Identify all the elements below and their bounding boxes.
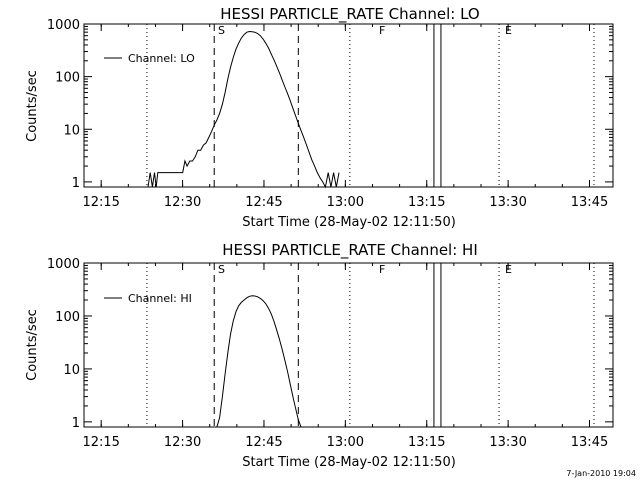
series-line: [216, 295, 302, 428]
x-tick-label: 12:45: [245, 195, 282, 210]
x-tick-label: 13:15: [408, 195, 445, 210]
x-tick-label: 13:30: [489, 435, 526, 450]
plot-frame: [83, 23, 614, 188]
x-axis: 12:15 12:30 12:45 13:00 13:15 13:30 13:45: [82, 24, 608, 210]
y-tick-label: 10: [63, 123, 80, 138]
panel-lo: HESSI PARTICLE_RATE Channel: LO 12:15 12:…: [25, 5, 614, 230]
y-tick-label: 1000: [47, 18, 80, 33]
x-tick-label: 13:15: [408, 435, 445, 450]
x-axis: 12:15 12:30 12:45 13:00 13:15 13:30 13:45: [82, 263, 608, 450]
x-tick-label: 13:00: [327, 435, 364, 450]
y-tick-label: 1000: [47, 257, 80, 272]
series-layer: [147, 30, 340, 189]
event-lines: [146, 24, 595, 187]
y-tick-label: 10: [63, 363, 80, 378]
y-tick-label: 100: [55, 310, 80, 325]
x-tick-label: 13:00: [327, 195, 364, 210]
x-tick-label: 12:45: [245, 435, 282, 450]
marker-s: S: [218, 263, 225, 276]
y-axis-label: Counts/sec: [25, 70, 40, 142]
y-axis: 1 10 100 1000: [47, 18, 613, 191]
x-tick-label: 13:45: [571, 195, 608, 210]
marker-f: F: [379, 24, 385, 37]
x-tick-label: 12:30: [164, 435, 201, 450]
panel-hi: HESSI PARTICLE_RATE Channel: HI 12:15 12:…: [25, 241, 614, 470]
event-lines: [146, 263, 595, 427]
chart-title: HESSI PARTICLE_RATE Channel: LO: [220, 5, 479, 24]
legend-label: Channel: HI: [128, 292, 192, 305]
x-tick-label: 13:45: [571, 435, 608, 450]
legend-label: Channel: LO: [128, 52, 195, 65]
legend: Channel: HI: [104, 292, 192, 305]
legend: Channel: LO: [104, 52, 195, 65]
plot-frame: [83, 262, 614, 428]
x-tick-label: 12:15: [82, 195, 119, 210]
x-tick-label: 12:30: [164, 195, 201, 210]
y-tick-label: 1: [72, 416, 80, 431]
timestamp-footer: 7-Jan-2010 19:04: [566, 469, 636, 478]
series-line: [147, 30, 340, 189]
y-tick-label: 100: [55, 71, 80, 86]
y-tick-label: 1: [72, 176, 80, 191]
y-axis-label: Counts/sec: [25, 309, 40, 381]
marker-e: E: [505, 263, 512, 276]
chart-title: HESSI PARTICLE_RATE Channel: HI: [222, 241, 478, 260]
marker-s: S: [218, 24, 225, 37]
marker-f: F: [379, 263, 385, 276]
x-tick-label: 12:15: [82, 435, 119, 450]
series-layer: [216, 295, 302, 428]
marker-e: E: [505, 24, 512, 37]
x-axis-label: Start Time (28-May-02 12:11:50): [242, 215, 456, 230]
x-axis-label: Start Time (28-May-02 12:11:50): [242, 455, 456, 470]
x-tick-label: 13:30: [489, 195, 526, 210]
y-axis: 1 10 100 1000: [47, 257, 613, 431]
